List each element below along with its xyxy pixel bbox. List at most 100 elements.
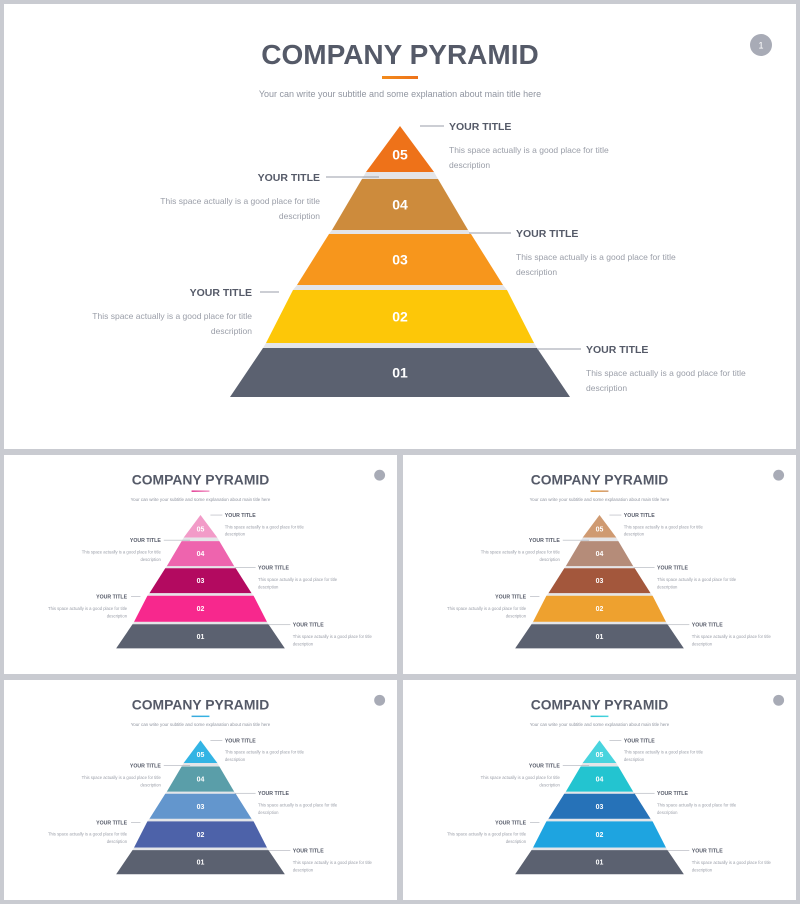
level-number: 01 <box>392 365 408 381</box>
page-number-badge <box>773 694 785 706</box>
pyramid-gap <box>546 818 653 822</box>
callout-desc-line1: This space actually is a good place for … <box>447 832 527 837</box>
level-number: 04 <box>392 197 408 213</box>
callout-desc-line2: description <box>258 810 279 815</box>
pyramid-gap <box>531 621 668 625</box>
pyramid-layer-03 <box>548 568 651 594</box>
callout-desc-line2: description <box>107 613 128 618</box>
pyramid-gap <box>564 791 635 794</box>
callout-desc-line1: This space actually is a good place for … <box>48 606 128 611</box>
level-number: 03 <box>197 578 205 585</box>
pyramid-gap <box>362 172 438 179</box>
page-number-badge <box>374 694 386 706</box>
pyramid-layer-03 <box>149 793 252 819</box>
level-number: 03 <box>392 252 408 268</box>
callout-desc-line2: description <box>140 782 161 787</box>
callout-desc-line2: description <box>449 160 490 170</box>
pyramid-layer-01 <box>116 624 285 649</box>
pyramid-layer-02 <box>533 595 666 622</box>
pyramid-layer-05 <box>582 515 617 538</box>
callout-desc-line2: description <box>107 839 128 844</box>
callout-desc-line1: This space actually is a good place for … <box>258 577 338 582</box>
slide-canvas: COMPANY PYRAMID Your can write your subti… <box>447 694 785 875</box>
callout-title: YOUR TITLE <box>624 513 655 519</box>
callout-title: YOUR TITLE <box>529 538 560 544</box>
callout-title: YOUR TITLE <box>586 344 648 356</box>
level-number: 02 <box>596 606 604 613</box>
callout-desc-line2: description <box>506 839 527 844</box>
title-underline <box>191 490 210 492</box>
pyramid-gap <box>263 343 537 348</box>
page-number: 1 <box>758 41 763 51</box>
slide-canvas: COMPANY PYRAMID Your can write your subti… <box>92 34 772 397</box>
callout-title: YOUR TITLE <box>657 566 688 572</box>
callout-title: YOUR TITLE <box>130 764 161 770</box>
callout-title: YOUR TITLE <box>495 595 526 601</box>
pyramid-layer-05 <box>183 515 218 538</box>
pyramid-gap <box>580 537 619 542</box>
callout-title: YOUR TITLE <box>293 623 324 629</box>
level-number: 01 <box>197 860 205 867</box>
level-number: 04 <box>596 777 604 784</box>
level-number: 03 <box>596 578 604 585</box>
pyramid-layer-03 <box>548 793 651 819</box>
callout-desc-line1: This space actually is a good place for … <box>82 549 162 554</box>
title-underline <box>590 490 609 492</box>
subtitle: Your can write your subtitle and some ex… <box>530 497 670 502</box>
callout-desc-line1: This space actually is a good place for … <box>657 803 737 808</box>
callout-desc-line1: This space actually is a good place for … <box>225 750 305 755</box>
callout-title: YOUR TITLE <box>692 623 723 629</box>
callout-desc-line2: description <box>225 757 246 762</box>
level-number: 05 <box>596 527 604 534</box>
slide-thumb-4: COMPANY PYRAMID Your can write your subti… <box>403 680 796 900</box>
callout-desc-line2: description <box>539 557 560 562</box>
pyramid-layer-04 <box>565 766 634 792</box>
subtitle: Your can write your subtitle and some ex… <box>131 497 271 502</box>
callout-desc-line1: This space actually is a good place for … <box>624 524 704 529</box>
pyramid-gap <box>564 566 635 569</box>
level-number: 04 <box>197 551 205 558</box>
callout-desc-line1: This space actually is a good place for … <box>692 634 772 639</box>
callout-desc-line1: This space actually is a good place for … <box>293 860 373 865</box>
callout-desc-line2: description <box>657 810 678 815</box>
pyramid-gap <box>132 621 269 625</box>
pyramid-layer-05 <box>366 126 434 172</box>
pyramid-gap <box>181 763 220 767</box>
level-number: 04 <box>596 551 604 558</box>
pyramid-layer-02 <box>533 821 666 848</box>
page-title: COMPANY PYRAMID <box>261 39 538 70</box>
level-number: 02 <box>197 606 205 613</box>
level-number: 02 <box>596 832 604 839</box>
level-number: 05 <box>392 147 408 163</box>
slide-canvas: COMPANY PYRAMID Your can write your subti… <box>48 469 386 649</box>
page-title: COMPANY PYRAMID <box>132 697 270 713</box>
callout-desc-line1: This space actually is a good place for … <box>447 606 527 611</box>
pyramid-gap <box>329 230 471 234</box>
callout-desc-line1: This space actually is a good place for … <box>624 750 704 755</box>
callout-desc-line2: description <box>624 757 645 762</box>
pyramid-layer-04 <box>332 179 468 230</box>
callout-title: YOUR TITLE <box>516 228 578 240</box>
page-number-badge <box>750 34 772 56</box>
pyramid-layer-02 <box>134 595 267 622</box>
callout-desc-line1: This space actually is a good place for … <box>258 803 338 808</box>
level-number: 05 <box>596 752 604 759</box>
callout-title: YOUR TITLE <box>258 791 289 797</box>
page-title: COMPANY PYRAMID <box>132 472 270 488</box>
level-number: 01 <box>596 634 604 641</box>
callout-title: YOUR TITLE <box>190 287 252 299</box>
callout-desc-line2: description <box>657 584 678 589</box>
callout-desc-line1: This space actually is a good place for … <box>92 311 252 321</box>
title-underline <box>382 76 418 79</box>
callout-desc-line2: description <box>211 326 252 336</box>
pyramid-layer-04 <box>565 541 634 567</box>
callout-title: YOUR TITLE <box>96 595 127 601</box>
level-number: 02 <box>197 832 205 839</box>
subtitle: Your can write your subtitle and some ex… <box>259 89 541 99</box>
page-number-badge <box>773 469 785 481</box>
level-number: 05 <box>197 527 205 534</box>
slide-thumb-1: COMPANY PYRAMID Your can write your subti… <box>4 455 397 674</box>
pyramid-layer-05 <box>582 740 617 764</box>
level-number: 01 <box>197 634 205 641</box>
pyramid-layer-02 <box>266 290 534 343</box>
